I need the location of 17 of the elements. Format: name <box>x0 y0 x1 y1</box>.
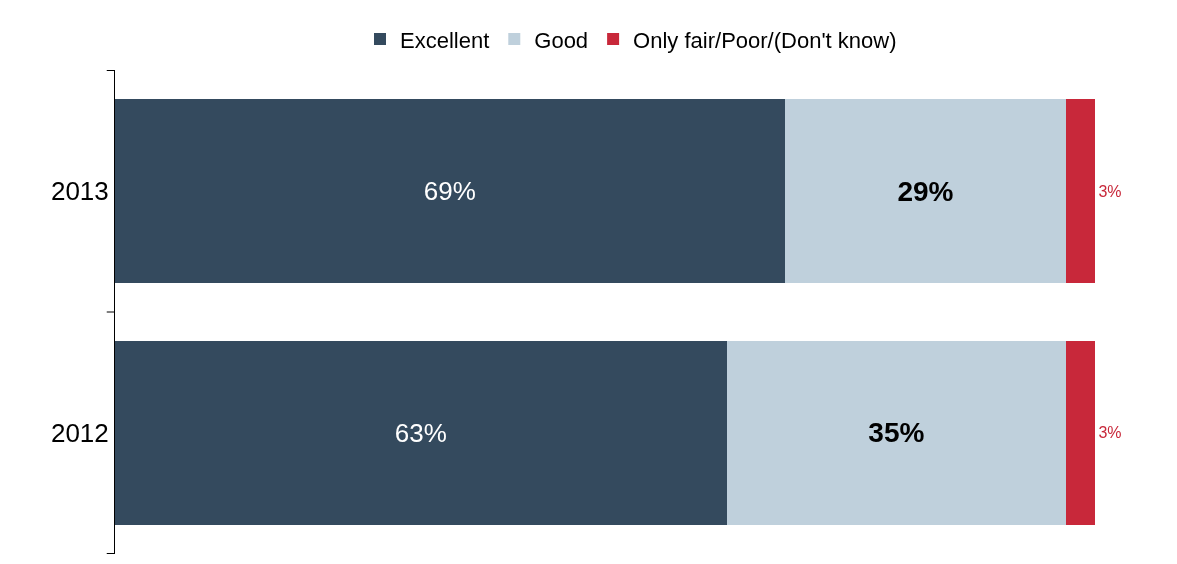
data-label: 3% <box>1098 424 1122 442</box>
legend-label: Only fair/Poor/(Don't know) <box>633 27 897 53</box>
bar <box>726 340 1067 525</box>
bar <box>1066 340 1096 525</box>
legend-label: Good <box>534 27 589 53</box>
data-label: 35% <box>868 417 925 449</box>
bar <box>115 340 727 525</box>
data-label: 69% <box>423 176 476 207</box>
y-tick-label: 2013 <box>50 176 109 207</box>
legend-label: Excellent <box>400 27 490 53</box>
bar <box>784 99 1067 284</box>
bar <box>115 99 785 284</box>
bar <box>1066 99 1096 284</box>
data-label: 29% <box>897 175 954 207</box>
data-label: 3% <box>1098 182 1122 200</box>
y-tick-label: 2012 <box>50 417 109 448</box>
data-label: 63% <box>394 417 447 448</box>
